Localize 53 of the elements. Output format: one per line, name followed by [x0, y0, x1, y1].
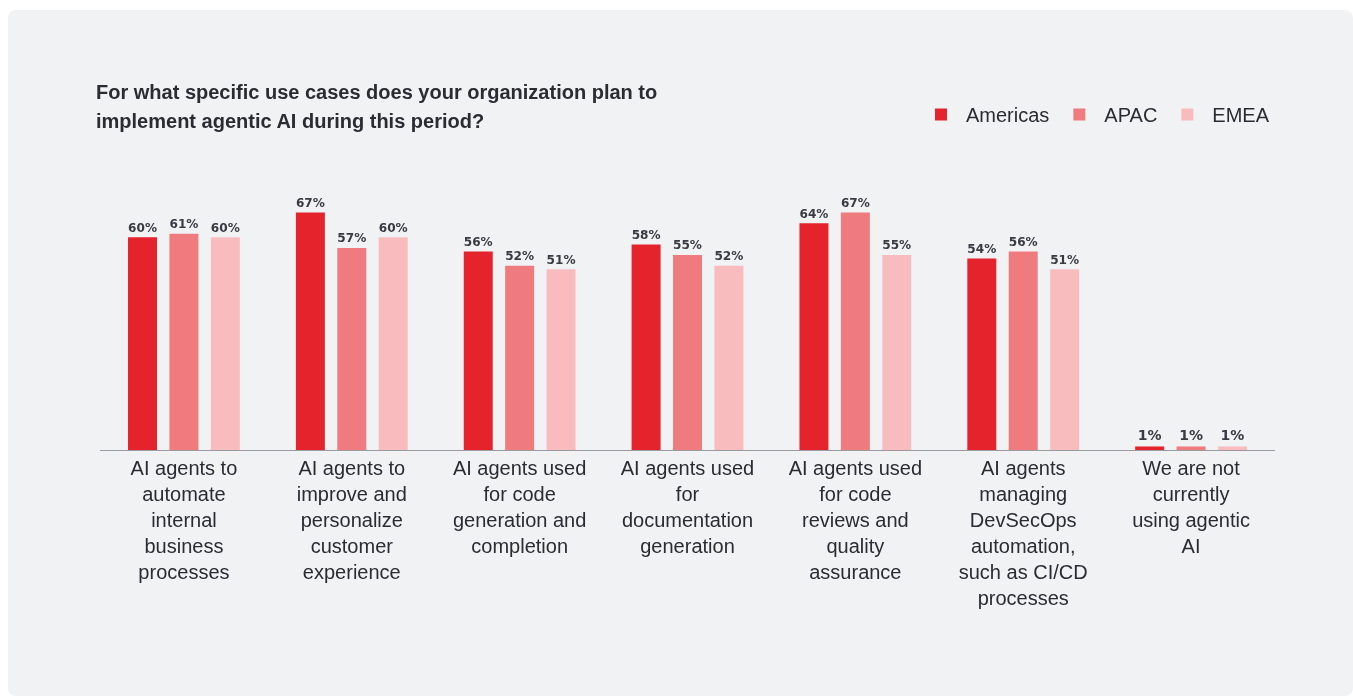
- x-tick-label: AI agents to automate internal business processes: [130, 457, 238, 583]
- bar: [714, 265, 744, 450]
- data-label: 51%: [1050, 252, 1080, 267]
- data-label: 61%: [169, 217, 199, 232]
- data-label: 55%: [882, 238, 912, 253]
- bar: [1050, 269, 1080, 450]
- data-label: 56%: [463, 234, 493, 249]
- x-tick-label: AI agents to improve and personalize customer experience: [296, 457, 407, 583]
- bar: [1135, 446, 1165, 450]
- data-label: 56%: [1008, 234, 1038, 249]
- bar: [169, 233, 199, 450]
- legend-label: Americas: [966, 104, 1050, 127]
- chart-title: For what specific use cases does your organization plan to implement agentic AI during this period?: [96, 80, 659, 134]
- data-label: 60%: [128, 220, 157, 235]
- bar: [673, 255, 702, 450]
- x-tick-label: AI agents used for code reviews and quality assurance: [788, 457, 923, 583]
- bar: [210, 237, 240, 450]
- bar: [337, 247, 367, 450]
- data-label: 58%: [631, 227, 661, 242]
- x-tick-label: AI agents used for documentation generation: [620, 457, 755, 557]
- bar: [1008, 251, 1038, 450]
- bar: [1217, 446, 1247, 450]
- data-label: 52%: [714, 249, 744, 264]
- bar: [967, 258, 997, 450]
- x-tick-label: AI agents managing DevSecOps automation, such as CI/CD processes: [958, 457, 1088, 609]
- legend-label: APAC: [1104, 104, 1158, 127]
- bar: [295, 212, 325, 450]
- data-label: 54%: [967, 241, 997, 256]
- bar: [378, 237, 408, 450]
- x-tick-label: AI agents used for code generation and completion: [452, 457, 587, 557]
- data-label: 52%: [505, 249, 535, 264]
- data-label: 60%: [378, 220, 408, 235]
- data-label: 57%: [337, 231, 367, 246]
- data-label: 55%: [673, 238, 702, 253]
- bar: [463, 251, 493, 450]
- data-label: 67%: [840, 195, 870, 210]
- data-label: 1%: [1220, 427, 1245, 444]
- bar: [546, 269, 576, 450]
- bar: [505, 265, 535, 450]
- bar: [840, 212, 870, 450]
- data-label: 64%: [799, 206, 829, 221]
- data-label: 1%: [1179, 427, 1203, 444]
- data-label: 1%: [1137, 427, 1162, 444]
- bar: [128, 237, 158, 450]
- bar: [882, 255, 912, 450]
- data-label: 60%: [210, 220, 240, 235]
- data-label: 67%: [295, 195, 325, 210]
- x-tick-label: We are not currently using agentic AI: [1132, 457, 1251, 557]
- data-label: 51%: [546, 252, 576, 267]
- legend-label: EMEA: [1212, 104, 1270, 127]
- bar: [799, 223, 829, 450]
- bar: [631, 244, 661, 450]
- bar: [1176, 446, 1206, 450]
